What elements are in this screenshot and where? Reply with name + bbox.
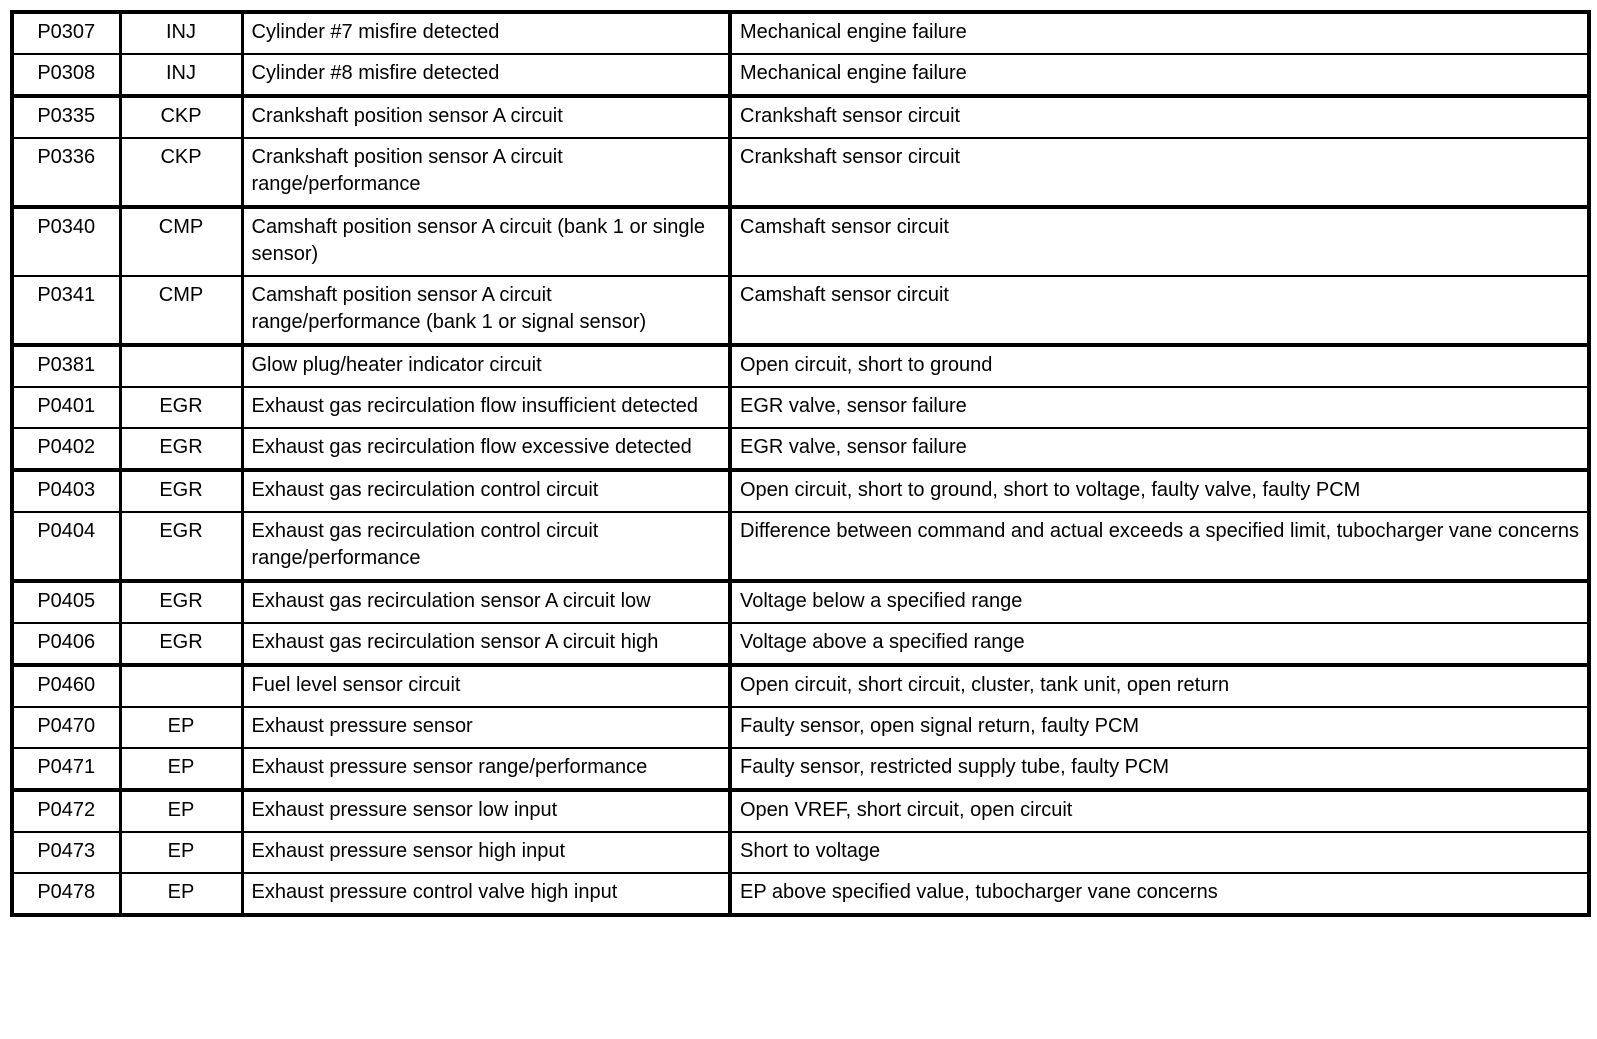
- cell-cause: EP above specified value, tubocharger va…: [728, 872, 1591, 916]
- cell-acronym: CMP: [118, 275, 244, 347]
- table-row: P0403 EGR Exhaust gas recirculation contro…: [10, 469, 1591, 513]
- table-row: P0335 CKP Crankshaft position sensor A cir…: [10, 95, 1591, 139]
- cell-acronym: EP: [118, 747, 244, 792]
- cell-acronym: INJ: [118, 11, 244, 55]
- cell-acronym: [118, 344, 244, 388]
- cell-cause: Camshaft sensor circuit: [728, 275, 1591, 347]
- cell-acronym: EGR: [118, 469, 244, 513]
- cell-code: P0341: [10, 275, 122, 347]
- cell-code: P0470: [10, 706, 122, 749]
- table-row: P0406 EGR Exhaust gas recirculation sensor…: [10, 622, 1591, 667]
- cell-code: P0478: [10, 872, 122, 916]
- cell-code: P0403: [10, 469, 122, 513]
- table-row: P0471 EP Exhaust pressure sensor range/per…: [10, 747, 1591, 792]
- cell-description: Camshaft position sensor A circuit range…: [240, 275, 732, 347]
- cell-acronym: EP: [118, 831, 244, 874]
- cell-acronym: [118, 664, 244, 708]
- cell-cause: Faulty sensor, open signal return, fault…: [728, 706, 1591, 749]
- cell-cause: Crankshaft sensor circuit: [728, 137, 1591, 209]
- table-row: P0402 EGR Exhaust gas recirculation flow e…: [10, 427, 1591, 472]
- cell-description: Fuel level sensor circuit: [240, 664, 732, 708]
- cell-acronym: EP: [118, 706, 244, 749]
- table-row: P0478 EP Exhaust pressure control valve hi…: [10, 872, 1591, 916]
- cell-code: P0401: [10, 386, 122, 429]
- cell-cause: EGR valve, sensor failure: [728, 386, 1591, 429]
- table-row: P0401 EGR Exhaust gas recirculation flow i…: [10, 386, 1591, 429]
- table-row: P0470 EP Exhaust pressure sensor Faulty sen…: [10, 706, 1591, 749]
- cell-cause: Difference between command and actual ex…: [728, 511, 1591, 583]
- cell-cause: Voltage above a specified range: [728, 622, 1591, 667]
- table-row: P0460 Fuel level sensor circuit Open circu…: [10, 664, 1591, 708]
- cell-acronym: CKP: [118, 95, 244, 139]
- table-row: P0473 EP Exhaust pressure sensor high inpu…: [10, 831, 1591, 874]
- table-row: P0340 CMP Camshaft position sensor A circu…: [10, 206, 1591, 277]
- cell-code: P0404: [10, 511, 122, 583]
- cell-cause: Open circuit, short to ground: [728, 344, 1591, 388]
- cell-code: P0471: [10, 747, 122, 792]
- cell-cause: Voltage below a specified range: [728, 580, 1591, 624]
- cell-description: Exhaust pressure sensor range/performanc…: [240, 747, 732, 792]
- cell-acronym: INJ: [118, 53, 244, 98]
- cell-description: Cylinder #7 misfire detected: [240, 11, 732, 55]
- dtc-table-body: P0307 INJ Cylinder #7 misfire detected Mech…: [10, 11, 1591, 916]
- cell-code: P0473: [10, 831, 122, 874]
- table-row: P0336 CKP Crankshaft position sensor A cir…: [10, 137, 1591, 209]
- cell-description: Exhaust gas recirculation flow excessive…: [240, 427, 732, 472]
- cell-cause: Open circuit, short circuit, cluster, ta…: [728, 664, 1591, 708]
- cell-description: Exhaust pressure sensor: [240, 706, 732, 749]
- table-row: P0381 Glow plug/heater indicator circuit O…: [10, 344, 1591, 388]
- cell-cause: Crankshaft sensor circuit: [728, 95, 1591, 139]
- cell-description: Exhaust pressure control valve high inpu…: [240, 872, 732, 916]
- cell-acronym: EP: [118, 872, 244, 916]
- cell-description: Exhaust gas recirculation control circui…: [240, 511, 732, 583]
- cell-description: Glow plug/heater indicator circuit: [240, 344, 732, 388]
- cell-cause: EGR valve, sensor failure: [728, 427, 1591, 472]
- cell-acronym: CMP: [118, 206, 244, 277]
- cell-acronym: EGR: [118, 511, 244, 583]
- cell-description: Exhaust gas recirculation sensor A circu…: [240, 580, 732, 624]
- table-row: P0472 EP Exhaust pressure sensor low input…: [10, 789, 1591, 833]
- cell-code: P0307: [10, 11, 122, 55]
- cell-acronym: EGR: [118, 386, 244, 429]
- cell-code: P0405: [10, 580, 122, 624]
- cell-code: P0340: [10, 206, 122, 277]
- cell-cause: Camshaft sensor circuit: [728, 206, 1591, 277]
- cell-description: Exhaust pressure sensor high input: [240, 831, 732, 874]
- cell-cause: Short to voltage: [728, 831, 1591, 874]
- cell-description: Exhaust gas recirculation flow insuffici…: [240, 386, 732, 429]
- cell-cause: Faulty sensor, restricted supply tube, f…: [728, 747, 1591, 792]
- cell-description: Crankshaft position sensor A circuit: [240, 95, 732, 139]
- cell-code: P0402: [10, 427, 122, 472]
- table-row: P0341 CMP Camshaft position sensor A circu…: [10, 275, 1591, 347]
- cell-code: P0460: [10, 664, 122, 708]
- cell-code: P0406: [10, 622, 122, 667]
- cell-acronym: EP: [118, 789, 244, 833]
- cell-code: P0308: [10, 53, 122, 98]
- cell-cause: Mechanical engine failure: [728, 11, 1591, 55]
- cell-acronym: CKP: [118, 137, 244, 209]
- cell-acronym: EGR: [118, 622, 244, 667]
- cell-description: Cylinder #8 misfire detected: [240, 53, 732, 98]
- cell-acronym: EGR: [118, 427, 244, 472]
- table-row: P0308 INJ Cylinder #8 misfire detected Mech…: [10, 53, 1591, 98]
- cell-code: P0472: [10, 789, 122, 833]
- cell-description: Exhaust gas recirculation control circui…: [240, 469, 732, 513]
- cell-cause: Mechanical engine failure: [728, 53, 1591, 98]
- table-row: P0404 EGR Exhaust gas recirculation contro…: [10, 511, 1591, 583]
- cell-code: P0336: [10, 137, 122, 209]
- cell-description: Exhaust pressure sensor low input: [240, 789, 732, 833]
- cell-acronym: EGR: [118, 580, 244, 624]
- cell-cause: Open VREF, short circuit, open circuit: [728, 789, 1591, 833]
- cell-code: P0335: [10, 95, 122, 139]
- table-row: P0307 INJ Cylinder #7 misfire detected Mech…: [10, 11, 1591, 55]
- cell-description: Exhaust gas recirculation sensor A circu…: [240, 622, 732, 667]
- cell-description: Crankshaft position sensor A circuit ran…: [240, 137, 732, 209]
- cell-code: P0381: [10, 344, 122, 388]
- cell-description: Camshaft position sensor A circuit (bank…: [240, 206, 732, 277]
- dtc-table: P0307 INJ Cylinder #7 misfire detected Mech…: [10, 10, 1591, 917]
- cell-cause: Open circuit, short to ground, short to …: [728, 469, 1591, 513]
- table-row: P0405 EGR Exhaust gas recirculation sensor…: [10, 580, 1591, 624]
